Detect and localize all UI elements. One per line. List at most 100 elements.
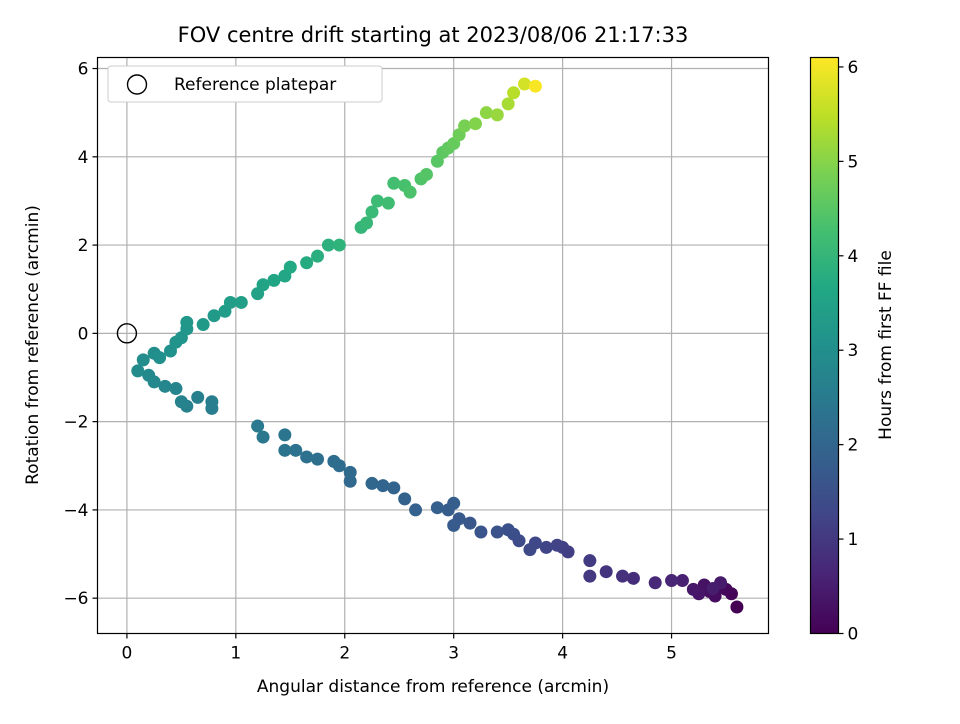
data-point — [616, 569, 630, 583]
data-point — [430, 501, 444, 515]
y-tick-label: 2 — [78, 236, 89, 256]
x-tick-label: 4 — [557, 644, 568, 664]
x-axis-ticks: 0 1 2 3 4 5 — [121, 633, 677, 664]
reference-marker-group — [116, 323, 138, 344]
data-point — [131, 364, 145, 378]
chart-title: FOV centre drift starting at 2023/08/06 … — [178, 23, 689, 47]
y-tick-label: −2 — [63, 413, 88, 433]
data-point — [409, 503, 423, 517]
data-point — [447, 496, 461, 510]
data-point — [283, 260, 297, 274]
data-point — [136, 353, 150, 367]
data-point — [381, 196, 395, 210]
data-point — [490, 108, 504, 122]
data-point — [278, 428, 292, 442]
data-point — [626, 571, 640, 585]
x-tick-label: 5 — [666, 644, 677, 664]
colorbar-tick-label: 3 — [848, 341, 859, 361]
colorbar-tick-label: 6 — [848, 58, 859, 78]
y-tick-label: 4 — [78, 148, 89, 168]
data-point — [518, 77, 531, 91]
y-tick-label: 6 — [78, 60, 89, 80]
data-point — [507, 86, 521, 100]
data-point — [205, 395, 219, 409]
data-point — [278, 443, 292, 457]
data-point — [468, 117, 482, 131]
data-point — [583, 569, 597, 583]
data-point — [665, 574, 679, 588]
data-point — [501, 523, 515, 537]
grid — [97, 57, 769, 634]
data-point — [343, 465, 357, 479]
data-point — [387, 481, 401, 495]
y-tick-label: −4 — [63, 501, 88, 521]
data-point — [387, 176, 401, 190]
data-point — [180, 315, 194, 329]
colorbar-tick-label: 5 — [848, 152, 859, 172]
data-point — [599, 565, 613, 579]
data-point — [158, 379, 172, 393]
x-axis-label: Angular distance from reference (arcmin) — [257, 677, 609, 697]
data-point — [539, 540, 553, 554]
legend-open-circle-marker — [126, 74, 148, 95]
legend: Reference platepar — [107, 65, 383, 103]
data-point — [474, 525, 488, 539]
data-point — [196, 318, 210, 332]
colorbar-label: Hours from first FF file — [876, 250, 896, 440]
legend-box — [107, 65, 383, 103]
data-point — [256, 430, 270, 444]
data-point — [142, 368, 156, 382]
y-tick-label: 0 — [78, 324, 89, 344]
data-point — [403, 185, 417, 199]
y-axis-label: Rotation from reference (arcmin) — [23, 205, 43, 485]
data-point — [311, 249, 325, 263]
data-point — [479, 106, 493, 120]
data-point — [370, 194, 384, 208]
data-point — [458, 119, 472, 133]
data-point — [300, 450, 314, 464]
data-point — [523, 543, 537, 557]
data-point — [311, 452, 325, 466]
data-point — [223, 295, 237, 309]
data-point — [501, 97, 515, 111]
data-point — [191, 390, 205, 404]
data-point — [360, 216, 374, 230]
data-point — [234, 295, 248, 309]
data-point — [256, 278, 270, 292]
data-point — [207, 309, 221, 323]
colorbar-tick-label: 1 — [848, 530, 859, 550]
colorbar-tick-label: 4 — [848, 247, 859, 267]
colorbar-tick-label: 0 — [848, 625, 859, 645]
colorbar-tick-label: 2 — [848, 436, 859, 456]
data-point — [447, 518, 461, 532]
data-point — [550, 538, 564, 552]
data-point — [686, 582, 700, 596]
data-point — [730, 600, 744, 614]
data-point — [332, 238, 346, 252]
colorbar-ticks: 0 1 2 3 4 5 6 — [838, 58, 859, 645]
data-point — [289, 443, 303, 457]
data-point — [327, 454, 341, 468]
data-point — [490, 525, 504, 539]
data-point — [706, 581, 720, 595]
x-tick-label: 0 — [121, 644, 132, 664]
data-point — [398, 492, 412, 506]
data-point — [267, 273, 281, 287]
data-point — [321, 238, 335, 252]
y-tick-label: −6 — [63, 589, 88, 609]
legend-entry-reference: Reference platepar — [174, 75, 336, 95]
data-point — [419, 167, 433, 181]
plot-frame — [96, 56, 770, 635]
x-tick-label: 1 — [230, 644, 241, 664]
data-point — [300, 256, 314, 270]
data-point — [583, 554, 597, 568]
data-point — [648, 576, 662, 590]
data-point — [169, 382, 183, 396]
data-point — [365, 476, 379, 490]
data-point — [153, 351, 167, 365]
reference-platepar-marker — [116, 323, 138, 344]
data-point — [376, 479, 390, 493]
data-points — [131, 77, 744, 614]
x-tick-label: 3 — [448, 644, 459, 664]
